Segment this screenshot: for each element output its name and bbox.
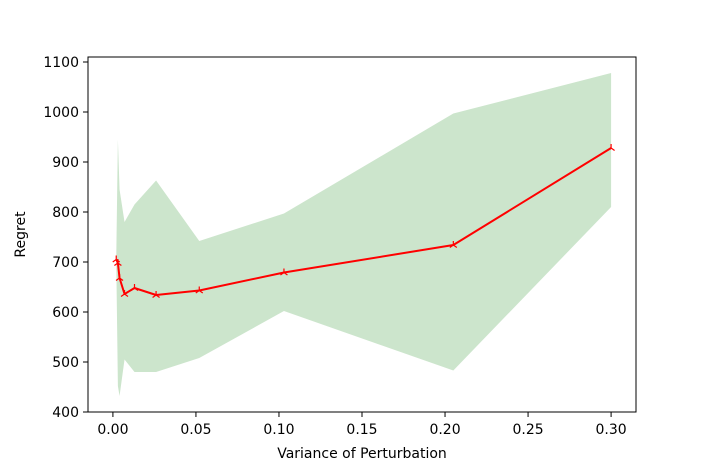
y-tick-label: 700 (52, 255, 79, 271)
data-point (130, 284, 139, 291)
data-point (280, 268, 288, 276)
x-tick-label: 0.05 (180, 422, 211, 438)
x-tick-label: 0.20 (429, 422, 460, 438)
y-tick-label: 600 (52, 305, 79, 321)
y-tick-label: 1100 (43, 55, 79, 71)
x-tick-label: 0.15 (346, 422, 377, 438)
data-point (195, 286, 204, 294)
series-line (115, 147, 612, 296)
x-tick-label: 0.10 (263, 422, 294, 438)
y-tick-label: 800 (52, 205, 79, 221)
data-point (449, 241, 458, 248)
confidence-band-layer (116, 73, 612, 396)
marker-layer (112, 144, 615, 298)
data-point (114, 259, 122, 266)
data-point (115, 274, 124, 281)
data-point (607, 144, 615, 151)
x-tick-label: 0.00 (97, 422, 128, 438)
y-tick-label: 1000 (43, 105, 79, 121)
x-tick-label: 0.25 (512, 422, 543, 438)
confidence-band (116, 73, 612, 396)
y-axis-label: Regret (13, 211, 29, 258)
y-axis: 400 500 600 700 800 900 1000 1100 (43, 55, 88, 421)
data-point (152, 291, 160, 298)
y-tick-label: 500 (52, 355, 79, 371)
y-tick-label: 900 (52, 155, 79, 171)
x-tick-label: 0.30 (596, 422, 627, 438)
x-axis-label: Variance of Perturbation (277, 446, 447, 462)
data-point (120, 290, 129, 297)
series-line-layer (115, 147, 612, 296)
y-tick-label: 400 (52, 405, 79, 421)
x-axis: 0.00 0.05 0.10 0.15 0.20 0.25 0.30 (97, 412, 627, 438)
